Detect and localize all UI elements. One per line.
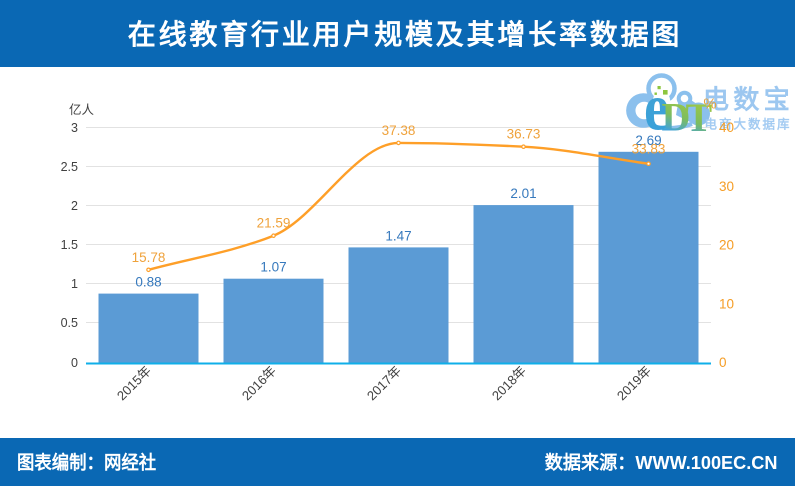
svg-text:36.73: 36.73 (507, 127, 541, 142)
svg-text:40: 40 (719, 120, 734, 135)
svg-text:1.07: 1.07 (260, 260, 286, 275)
svg-text:1: 1 (71, 277, 78, 291)
svg-text:10: 10 (719, 296, 734, 311)
svg-text:D: D (662, 95, 691, 140)
svg-text:15.78: 15.78 (132, 250, 166, 265)
svg-text:0.5: 0.5 (61, 316, 78, 330)
svg-text:3: 3 (71, 121, 78, 135)
svg-text:1.47: 1.47 (385, 228, 411, 243)
svg-text:33.83: 33.83 (632, 142, 666, 157)
svg-text:0: 0 (71, 356, 78, 370)
svg-text:30: 30 (719, 179, 734, 194)
svg-text:2.01: 2.01 (510, 186, 536, 201)
svg-text:2019年: 2019年 (614, 363, 654, 403)
svg-text:21.59: 21.59 (257, 216, 291, 231)
svg-text:1.5: 1.5 (61, 238, 78, 252)
svg-text:e: e (644, 71, 669, 145)
svg-text:2.5: 2.5 (61, 160, 78, 174)
svg-text:2.69: 2.69 (635, 133, 661, 148)
svg-text:2015年: 2015年 (114, 363, 154, 403)
svg-text:电商大数据库: 电商大数据库 (705, 117, 792, 132)
svg-text:37.38: 37.38 (382, 123, 416, 138)
svg-text:2016年: 2016年 (239, 363, 279, 403)
svg-text:0: 0 (719, 355, 727, 370)
svg-text:0.88: 0.88 (135, 275, 161, 290)
svg-text:2018年: 2018年 (489, 363, 529, 403)
svg-text:2: 2 (71, 199, 78, 213)
svg-text:20: 20 (719, 238, 734, 253)
svg-text:2017年: 2017年 (364, 363, 404, 403)
svg-text:亿人: 亿人 (69, 102, 95, 117)
svg-text:%: % (703, 96, 716, 113)
svg-text:T: T (686, 95, 713, 140)
svg-text:电数宝: 电数宝 (703, 85, 794, 115)
